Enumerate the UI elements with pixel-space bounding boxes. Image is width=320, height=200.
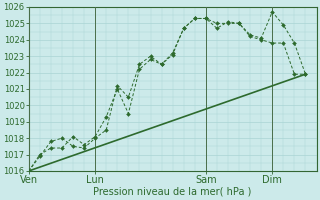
X-axis label: Pression niveau de la mer( hPa ): Pression niveau de la mer( hPa ): [93, 187, 252, 197]
